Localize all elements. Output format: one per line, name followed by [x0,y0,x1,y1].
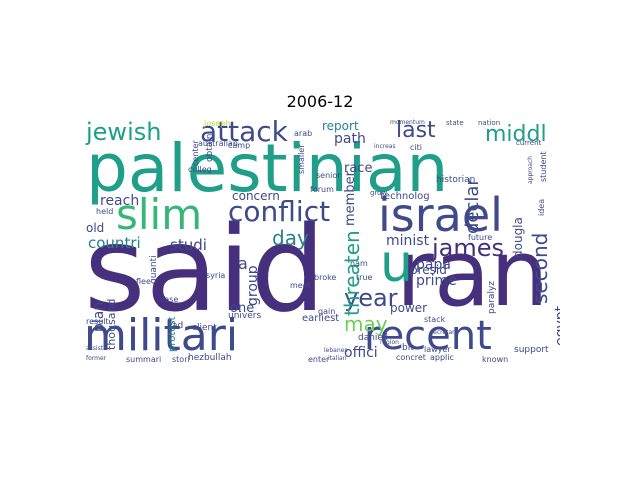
cloud-word: minist [386,233,430,249]
cloud-word: nam [350,259,368,268]
cloud-word: australian [198,139,238,148]
cloud-word: prime [416,273,457,289]
cloud-word: camp [228,141,251,150]
cloud-word: gain [318,307,336,316]
cloud-word: historian [436,175,476,185]
cloud-word: joseph [204,119,231,128]
cloud-word: concern [232,189,280,203]
cloud-word: may [344,312,388,336]
cloud-word: power [390,301,428,315]
cloud-word: palestinian [86,130,449,207]
cloud-word: militari [84,310,239,361]
cloud-word: support [514,345,549,355]
cloud-word: student [539,151,548,182]
cloud-word: jewish [86,118,162,146]
figure-title: 2006-12 [286,92,354,111]
cloud-word: conflict [228,195,331,228]
cloud-word: secretari [430,329,457,336]
cloud-word: countri [88,234,141,252]
cloud-word: second [528,232,552,304]
cloud-word: group [245,265,261,306]
cloud-word: broke [314,273,337,282]
cloud-word: client [192,323,217,333]
cloud-word: flee [136,277,151,286]
cloud-word: univers [228,311,262,321]
cloud-word: daniell [358,333,388,343]
cloud-word: presid [410,263,447,277]
cloud-word: egypt [553,305,560,346]
cloud-word: technolog [380,191,430,202]
cloud-word: slim [116,190,203,239]
cloud-word: stack [424,315,446,324]
cloud-word: member [343,171,358,226]
cloud-word: senior [316,171,341,180]
cloud-word: day [272,226,309,250]
cloud-word: year [344,284,398,312]
cloud-word: true [356,273,373,282]
cloud-word: a [238,254,248,273]
cloud-word: old [86,221,105,235]
cloud-word: hezbullah [188,353,232,363]
cloud-word: future [468,233,493,242]
cloud-word: concret [396,353,426,362]
cloud-word: last [396,118,436,143]
cloud-word: forum [310,185,334,194]
cloud-word: stori [172,355,190,364]
cloud-word: region [380,339,399,346]
cloud-word: reach [100,193,140,209]
cloud-word: middl [485,122,547,147]
cloud-word: approach [527,155,534,184]
cloud-word: held [96,207,114,216]
cloud-word: one [230,301,255,316]
cloud-word: dougla [511,217,525,258]
cloud-word: u [380,234,413,294]
cloud-word: declar [462,178,483,234]
cloud-word: james [432,234,505,262]
cloud-word: idea [537,198,546,216]
cloud-word: citi [410,143,422,152]
cloud-word: path [334,131,366,147]
cloud-word: increas [374,143,396,150]
cloud-word: meet [290,281,311,290]
cloud-word: attack [200,118,288,148]
cloud-word: case [160,295,179,304]
cloud-word: studi [170,236,207,254]
cloud-word: lawyer [424,345,451,354]
cloud-word: result [86,317,109,326]
cloud-word: syria [206,271,226,280]
cloud-word: assist [86,345,104,352]
cloud-word: israel [378,188,503,242]
cloud-word: papa [416,257,451,273]
cloud-word: grow [370,189,388,197]
word-cloud: palestinian said ran militari recent isr… [80,118,560,364]
cloud-word: italian [328,355,347,362]
cloud-word: enter [308,355,330,364]
cloud-word: offici [344,345,378,361]
cloud-word: momentum [390,119,425,126]
cloud-word: bit [402,343,414,353]
cloud-word: earliest [302,313,340,324]
cloud-word: colleg [188,165,212,174]
cloud-word: current [516,139,542,147]
cloud-word: paralyz [487,281,497,314]
cloud-word: known [482,355,509,364]
cloud-word: quanti [149,255,159,284]
cloud-word: applic [430,353,454,362]
cloud-word: report [322,119,359,133]
cloud-word: ran [396,220,549,327]
cloud-word: nation [478,119,501,127]
cloud-word: race [344,161,373,176]
cloud-word: ad [172,321,184,331]
cloud-word: state [446,119,464,127]
cloud-word: former [86,355,107,362]
cloud-word: summari [126,355,162,364]
cloud-word: recent [364,313,492,359]
cloud-word: lebanes [324,347,348,354]
cloud-word: arab [294,129,313,138]
cloud-word: said [84,200,326,338]
cloud-word: smaller [297,144,306,174]
